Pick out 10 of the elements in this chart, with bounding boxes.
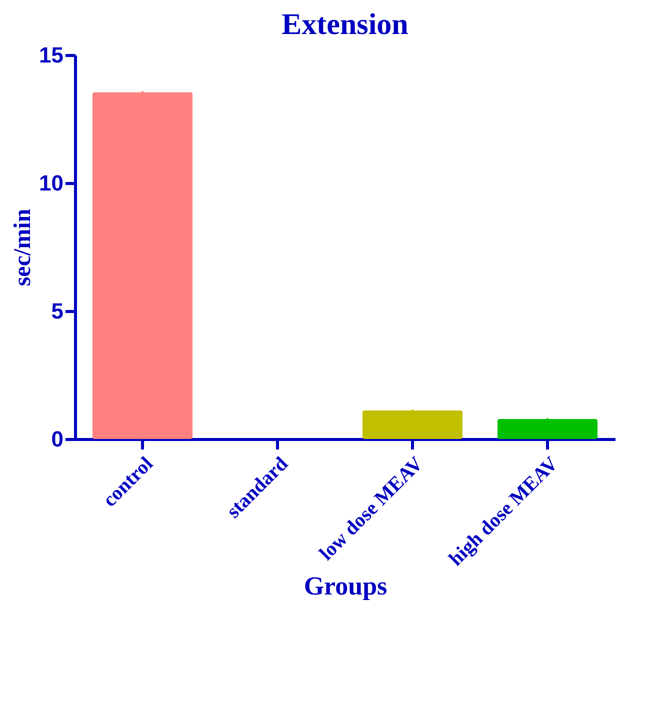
y-tick-label: 5 bbox=[51, 298, 64, 324]
bar bbox=[498, 419, 598, 439]
bar bbox=[362, 410, 462, 439]
bar bbox=[92, 92, 192, 439]
y-axis-title: sec/min bbox=[10, 208, 36, 286]
y-tick-label: 0 bbox=[51, 426, 64, 452]
y-tick-label: 15 bbox=[39, 42, 64, 68]
y-tick-label: 10 bbox=[39, 170, 64, 196]
chart-title: Extension bbox=[282, 8, 409, 41]
x-axis-title: Groups bbox=[304, 572, 388, 601]
